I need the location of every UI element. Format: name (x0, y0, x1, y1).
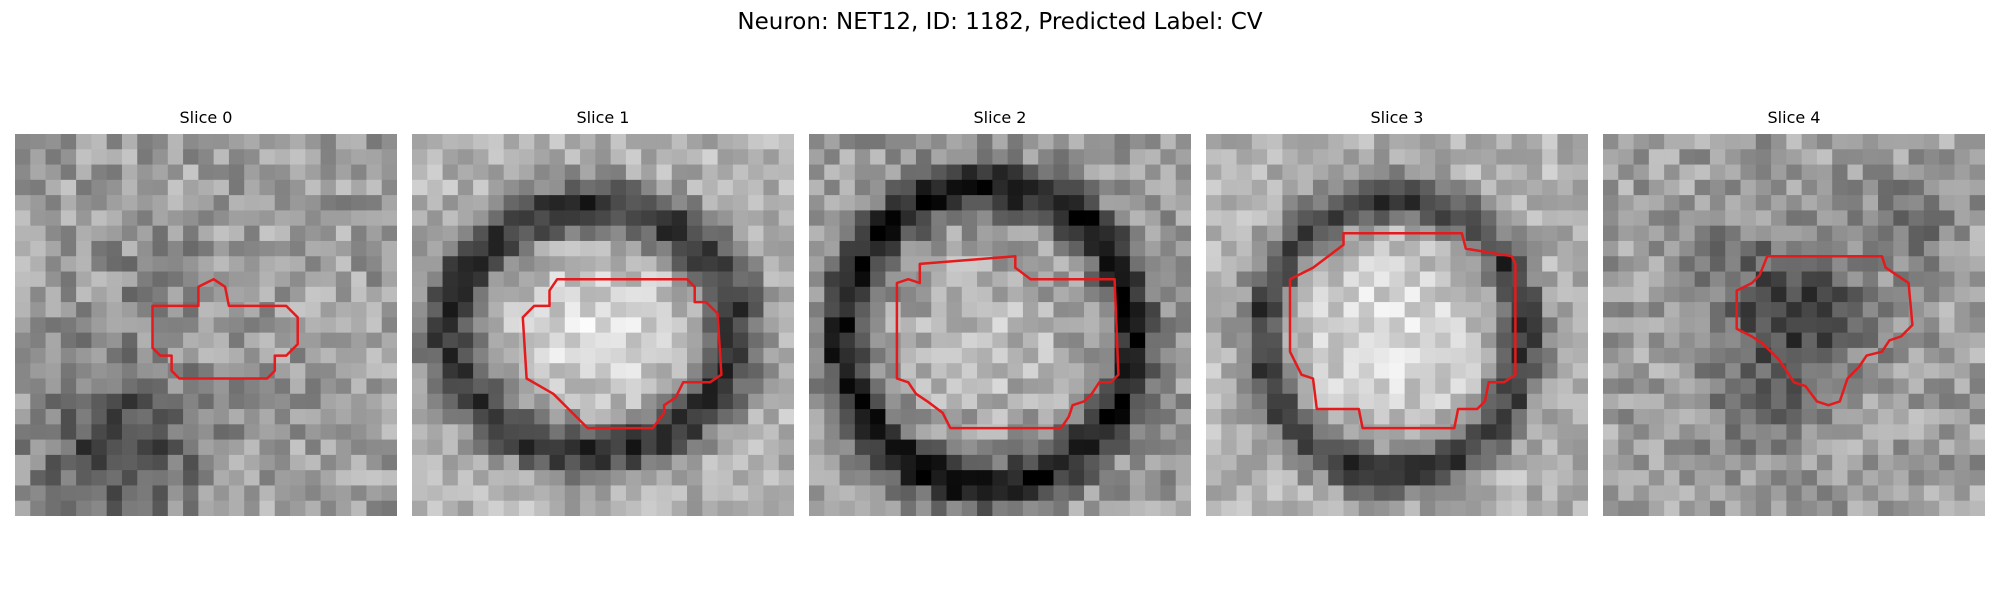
slice-image-0 (15, 134, 397, 516)
slice-title-1: Slice 1 (576, 108, 630, 127)
roi-contour (895, 254, 1120, 430)
roi-contour (151, 277, 299, 380)
slice-image-3 (1206, 134, 1588, 516)
slice-image-2 (809, 134, 1191, 516)
slice-title-4: Slice 4 (1767, 108, 1821, 127)
slice-title-0: Slice 0 (179, 108, 233, 127)
figure-title: Neuron: NET12, ID: 1182, Predicted Label… (737, 9, 1263, 35)
slice-panel-1: Slice 1 (412, 108, 794, 516)
roi-contour (1735, 254, 1914, 407)
slice-title-2: Slice 2 (973, 108, 1027, 127)
roi-contour (1288, 232, 1517, 430)
roi-contour (521, 277, 723, 430)
slice-panel-0: Slice 0 (15, 108, 397, 516)
slice-image-4 (1603, 134, 1985, 516)
slice-panel-4: Slice 4 (1603, 108, 1985, 516)
slice-title-3: Slice 3 (1370, 108, 1424, 127)
slice-panel-2: Slice 2 (809, 108, 1191, 516)
slice-image-1 (412, 134, 794, 516)
slice-panel-3: Slice 3 (1206, 108, 1588, 516)
